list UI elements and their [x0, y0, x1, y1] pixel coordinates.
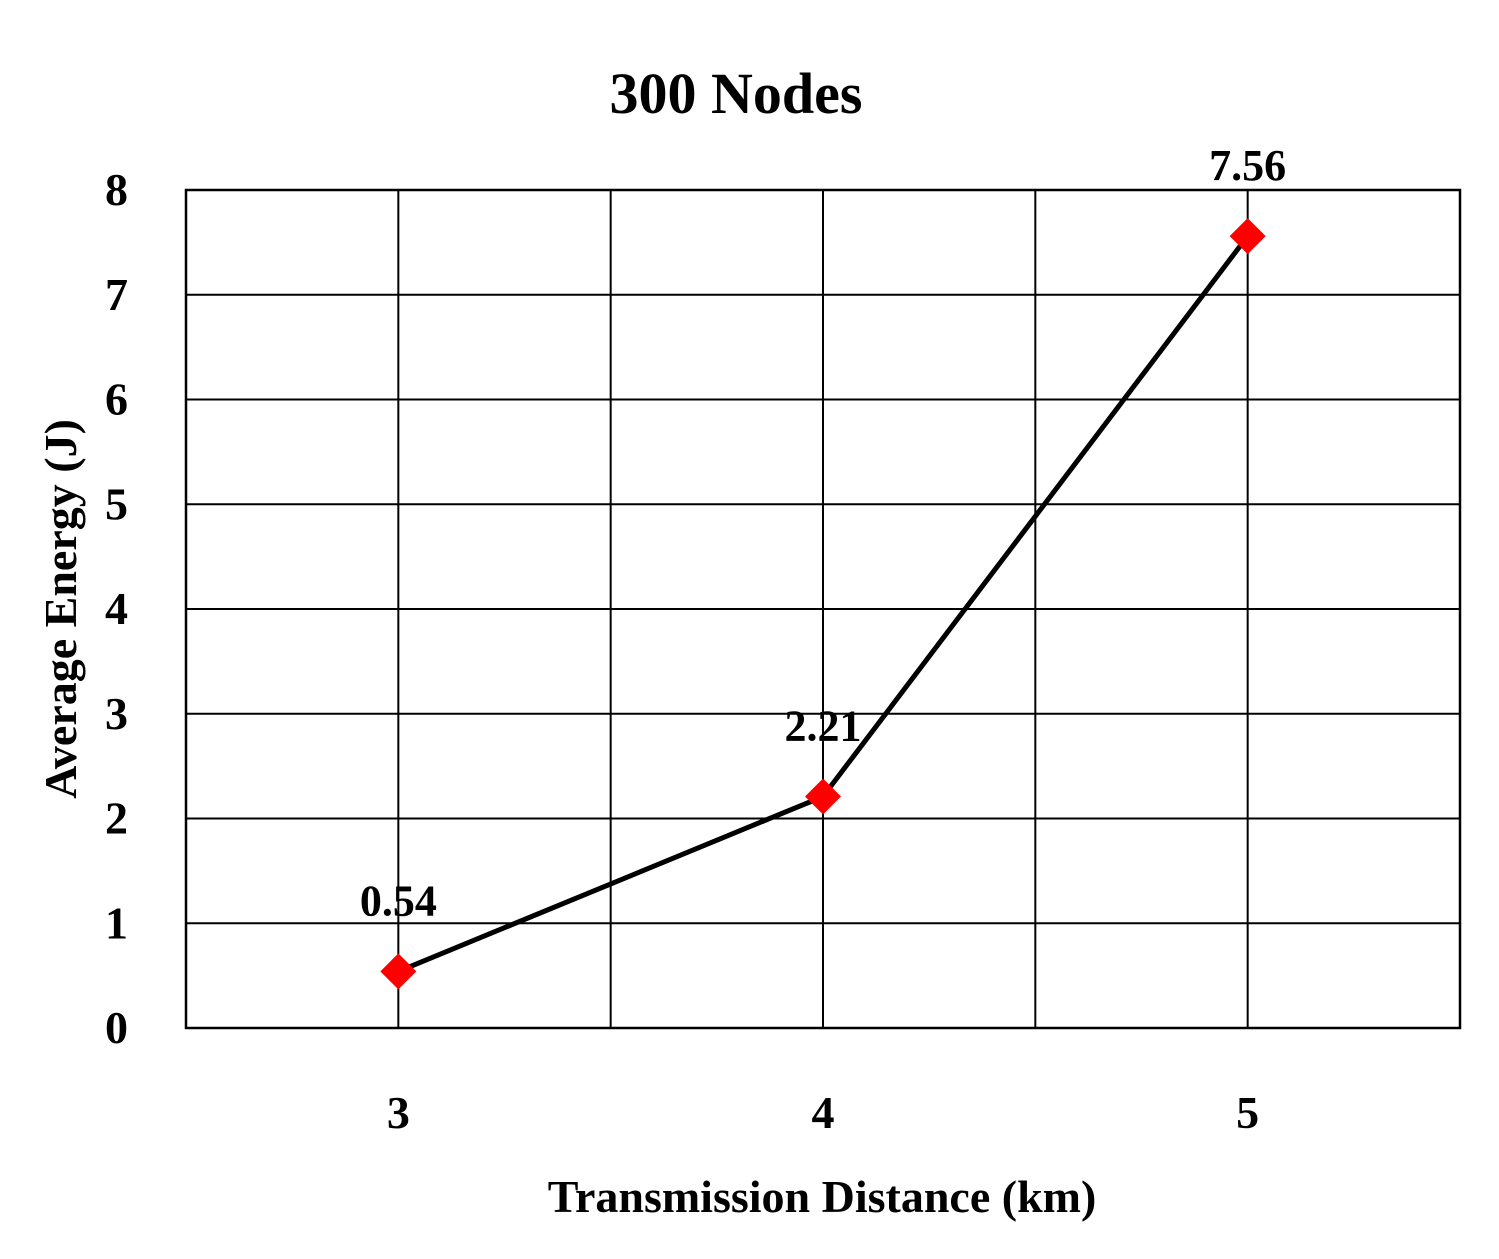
x-axis-label: Transmission Distance (km) [548, 1171, 1097, 1222]
y-tick-label: 0 [105, 1002, 128, 1053]
data-label: 7.56 [1209, 141, 1286, 190]
y-tick-label: 8 [105, 164, 128, 215]
data-point-marker [1229, 218, 1266, 255]
y-tick-label: 1 [105, 897, 128, 948]
y-tick-label: 3 [105, 688, 128, 739]
grid-lines [186, 189, 1460, 1029]
data-point-marker [805, 778, 841, 815]
y-axis-ticks: 0 1 2 3 4 5 6 7 8 [105, 164, 128, 1053]
y-tick-label: 6 [105, 374, 128, 425]
x-axis-ticks: 3 4 5 [387, 1087, 1259, 1138]
data-label: 2.21 [785, 702, 862, 751]
series-layer: 0.54 2.21 7.56 [360, 141, 1286, 990]
y-tick-label: 7 [105, 269, 128, 320]
x-tick-label: 3 [387, 1087, 410, 1138]
y-tick-label: 4 [105, 583, 128, 634]
data-point-marker [380, 953, 417, 990]
y-axis-label: Average Energy (J) [35, 419, 86, 799]
x-tick-label: 5 [1236, 1087, 1259, 1138]
plot-area-frame [184, 188, 1462, 1030]
data-label: 0.54 [360, 876, 437, 925]
y-tick-label: 5 [105, 478, 128, 529]
x-tick-label: 4 [812, 1087, 835, 1138]
chart-title: 300 Nodes [610, 61, 863, 126]
y-tick-label: 2 [105, 793, 128, 844]
